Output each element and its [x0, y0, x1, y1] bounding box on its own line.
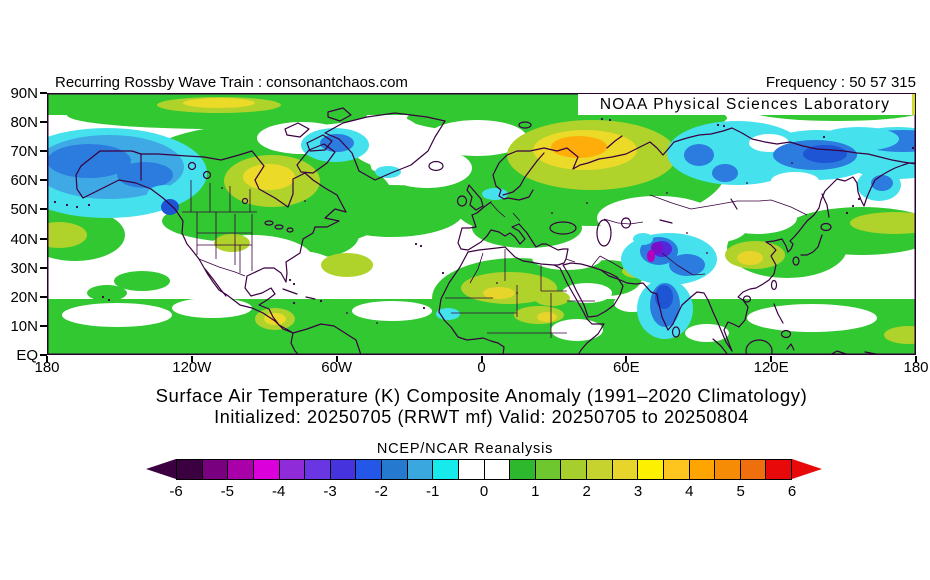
colorbar-cell [766, 460, 791, 479]
lat-axis-label: 70N [10, 143, 38, 161]
colorbar-tick-label: 4 [685, 483, 694, 500]
colorbar-tick-label: -6 [169, 483, 183, 500]
colorbar-cell [356, 460, 382, 479]
colorbar-cell [228, 460, 254, 479]
colorbar-tick-label: 3 [633, 483, 643, 500]
lat-axis-label: 90N [10, 85, 38, 102]
colorbar-left-arrow [146, 459, 176, 479]
map-frame [47, 93, 916, 355]
lon-axis-tick [770, 356, 773, 362]
lon-axis-label: 60E [612, 359, 640, 376]
lon-axis-label: 120E [753, 359, 789, 376]
colorbar-cell [382, 460, 408, 479]
colorbar-cell [663, 460, 690, 479]
colorbar-cell [279, 460, 306, 479]
political-borders [182, 180, 808, 338]
colorbar-cell [484, 460, 511, 479]
lat-axis-tick [40, 208, 47, 211]
colorbar-cells [176, 459, 792, 480]
lat-axis-label: EQ [16, 347, 38, 364]
colorbar-cell [305, 460, 331, 479]
colorbar-label: NCEP/NCAR Reanalysis [376, 441, 554, 457]
lat-axis-label: 20N [10, 288, 38, 306]
lat-axis-label: 10N [10, 317, 38, 335]
lat-axis-tick [40, 179, 47, 182]
colorbar-cell [202, 460, 229, 479]
colorbar-cell [612, 460, 639, 479]
colorbar-tick-label: 1 [531, 483, 540, 500]
lat-axis-label: 80N [10, 114, 38, 132]
colorbar-cell [330, 460, 357, 479]
colorbar-cell [253, 460, 280, 479]
lat-axis-tick [40, 121, 47, 124]
plot-title: Surface Air Temperature (K) Composite An… [155, 385, 808, 406]
lon-axis-label: 180 [34, 359, 60, 376]
lon-axis-tick [335, 356, 338, 362]
colorbar-tick-label: 0 [479, 483, 489, 500]
colorbar-tick-label: 5 [736, 483, 745, 500]
colorbar-tick-label: -5 [220, 483, 234, 500]
colorbar-cell [458, 460, 485, 479]
island-dots [53, 117, 915, 324]
lon-axis-tick [625, 356, 628, 362]
plot-subtitle: Initialized: 20250705 (RRWT mf) Valid: 2… [214, 407, 749, 427]
frequency-label: Frequency : 50 57 315 [765, 74, 916, 91]
lat-axis-label: 60N [10, 172, 38, 190]
noaa-psl-watermark: NOAA Physical Sciences Laboratory [578, 94, 915, 115]
colorbar-cell [561, 460, 587, 479]
colorbar-cell [407, 460, 434, 479]
colorbar-cell [715, 460, 741, 479]
colorbar-cell [638, 460, 664, 479]
colorbar-tick-label: 6 [787, 483, 797, 500]
colorbar-cell [689, 460, 716, 479]
lon-axis-label: 180 [903, 359, 929, 376]
lat-axis-label: 30N [10, 259, 38, 277]
lat-axis-tick [40, 150, 47, 153]
lon-axis-label: 0 [477, 359, 486, 376]
coastlines [75, 107, 916, 355]
colorbar-cell [740, 460, 767, 479]
colorbar-cell [535, 460, 562, 479]
colorbar-cell [177, 460, 203, 479]
lon-axis-tick [190, 356, 193, 362]
lat-axis-tick [40, 324, 47, 327]
lat-axis-label: 40N [10, 230, 38, 248]
colorbar-right-arrow [792, 459, 822, 479]
colorbar-cell [510, 460, 536, 479]
lat-axis-tick [40, 237, 47, 240]
lat-axis-tick [40, 295, 47, 298]
colorbar-tick-label: -3 [323, 483, 337, 500]
colorbar-cell [433, 460, 459, 479]
colorbar-tick-label: -2 [374, 483, 388, 500]
lon-axis-label: 60W [321, 359, 353, 376]
lat-axis-tick [40, 266, 47, 269]
lon-axis-label: 120W [172, 359, 212, 376]
anomaly-map [47, 93, 916, 355]
lat-axis-label: 50N [10, 201, 38, 219]
lon-axis-tick [46, 356, 48, 362]
lat-axis-tick [40, 354, 47, 356]
cold-anomaly-regions [47, 121, 916, 339]
colorbar-tick-label: -1 [425, 483, 440, 500]
colorbar-tick-label: -4 [271, 483, 286, 500]
colorbar-cell [587, 460, 613, 479]
lon-axis-tick [480, 356, 483, 362]
colorbar-tick-label: 2 [582, 483, 591, 500]
page-header-left: Recurring Rossby Wave Train : consonantc… [55, 74, 408, 91]
map-area: NOAA Physical Sciences Laboratory [47, 93, 916, 355]
lon-axis-tick [915, 356, 917, 362]
lat-axis-tick [40, 92, 47, 94]
warm-anomaly-regions [47, 97, 916, 344]
